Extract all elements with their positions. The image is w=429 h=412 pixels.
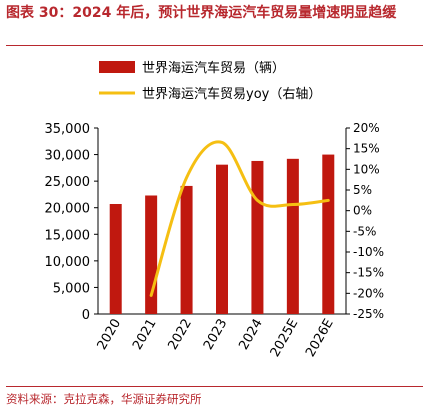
bar [322,154,335,314]
y-right-tick-label: -5% [353,224,376,238]
bar [286,158,299,314]
y-left-tick-label: 5,000 [53,281,90,296]
y-right-tick-label: -25% [353,307,384,321]
x-tick-label: 2021 [130,317,160,353]
y-left-tick-label: 30,000 [45,149,91,164]
yoy-line [149,140,330,297]
chart-title: 图表 30：2024 年后，预计世界海运汽车贸易量增速明显趋缓 [6,5,397,21]
source-divider [6,386,423,387]
y-left-tick-label: 20,000 [45,202,91,217]
y-right-tick-label: -20% [353,286,384,300]
bar [216,164,228,314]
y-left-tick-label: 10,000 [45,255,91,270]
title-divider [6,45,423,46]
legend-bar-swatch [99,61,135,73]
y-right-tick-label: -15% [353,266,384,280]
y-right-tick-label: 10% [353,162,380,176]
y-right-tick-label: 5% [353,183,372,197]
x-tick-label: 2020 [95,317,125,353]
x-tick-label: 2026E [303,317,337,360]
y-right-tick-label: 0% [353,204,372,218]
x-tick-label: 2023 [201,317,231,353]
bar [180,185,193,314]
x-tick-label: 2022 [165,317,195,353]
bar [251,160,264,314]
y-left-tick-label: 25,000 [45,175,91,190]
legend-bar-label: 世界海运汽车贸易（辆） [142,60,285,76]
source-note: 资料来源：克拉克森，华源证券研究所 [6,392,202,406]
y-right-tick-label: 20% [353,121,380,135]
y-left-tick-label: 15,000 [45,228,91,243]
y-left-tick-label: 35,000 [45,122,91,137]
y-left-tick-label: 0 [82,308,90,323]
bar [109,203,122,314]
legend: 世界海运汽车贸易（辆） 世界海运汽车贸易yoy（右轴） [99,60,321,102]
y-right-tick-label: 15% [353,142,380,156]
y-right-tick-label: -10% [353,245,384,259]
x-tick-label: 2025E [268,317,302,360]
x-tick-label: 2024 [236,317,266,353]
plot-area: 0 5,000 10,000 15,000 20,000 25,000 30,000 35,0… [45,121,385,360]
legend-line-label: 世界海运汽车贸易yoy（右轴） [142,86,321,102]
